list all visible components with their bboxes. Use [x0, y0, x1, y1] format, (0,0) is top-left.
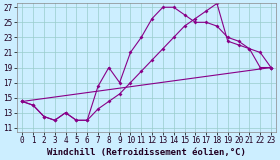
X-axis label: Windchill (Refroidissement éolien,°C): Windchill (Refroidissement éolien,°C): [47, 148, 246, 156]
